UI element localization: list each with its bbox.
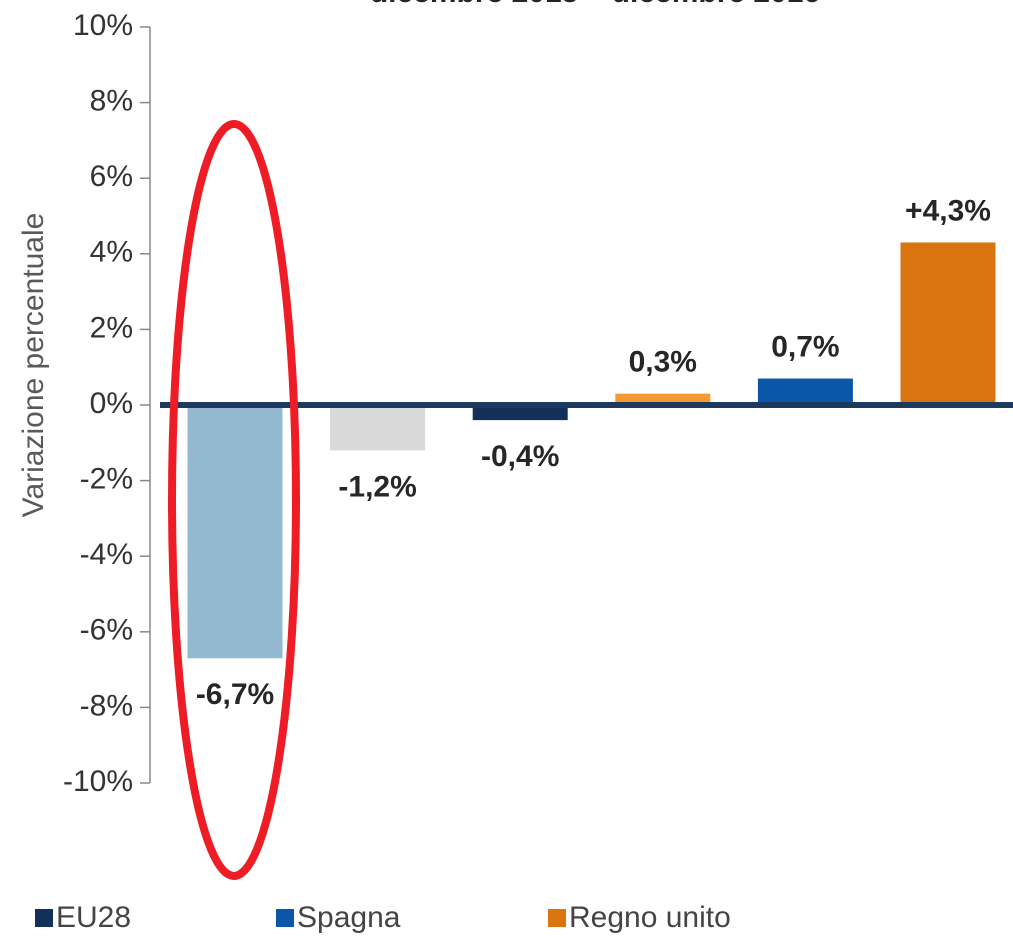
bar xyxy=(900,242,996,405)
chart-title: dicembre 2015 – dicembre 2016 xyxy=(370,0,820,9)
value-label: -6,7% xyxy=(196,678,274,711)
bar xyxy=(757,378,853,405)
y-tick-label: -4% xyxy=(80,538,133,571)
value-label: +4,3% xyxy=(905,194,991,227)
y-tick-label: -8% xyxy=(80,689,133,722)
y-tick-label: 0% xyxy=(90,387,133,420)
y-axis-label: Variazione percentuale xyxy=(17,213,50,518)
bar xyxy=(615,393,711,405)
legend-swatch xyxy=(548,909,566,927)
y-tick-label: -6% xyxy=(80,614,133,647)
legend-label: Spagna xyxy=(297,901,401,934)
value-label: -1,2% xyxy=(338,470,416,503)
legend-label: EU28 xyxy=(56,901,131,934)
value-label: 0,7% xyxy=(771,330,839,363)
bar xyxy=(472,405,568,421)
y-tick-label: 8% xyxy=(90,85,133,118)
legend-swatch xyxy=(35,909,53,927)
bar xyxy=(187,405,283,659)
legend-swatch xyxy=(276,909,294,927)
bar xyxy=(330,405,426,451)
highlight-ellipse xyxy=(168,120,300,880)
value-label: 0,3% xyxy=(629,346,697,379)
y-tick-label: -10% xyxy=(63,765,133,798)
value-label: -0,4% xyxy=(481,440,559,473)
y-tick-label: 2% xyxy=(90,311,133,344)
y-tick-label: 4% xyxy=(90,236,133,269)
y-tick-label: -2% xyxy=(80,463,133,496)
legend-label: Regno unito xyxy=(569,901,731,934)
y-tick-label: 10% xyxy=(73,9,133,42)
y-tick-label: 6% xyxy=(90,160,133,193)
